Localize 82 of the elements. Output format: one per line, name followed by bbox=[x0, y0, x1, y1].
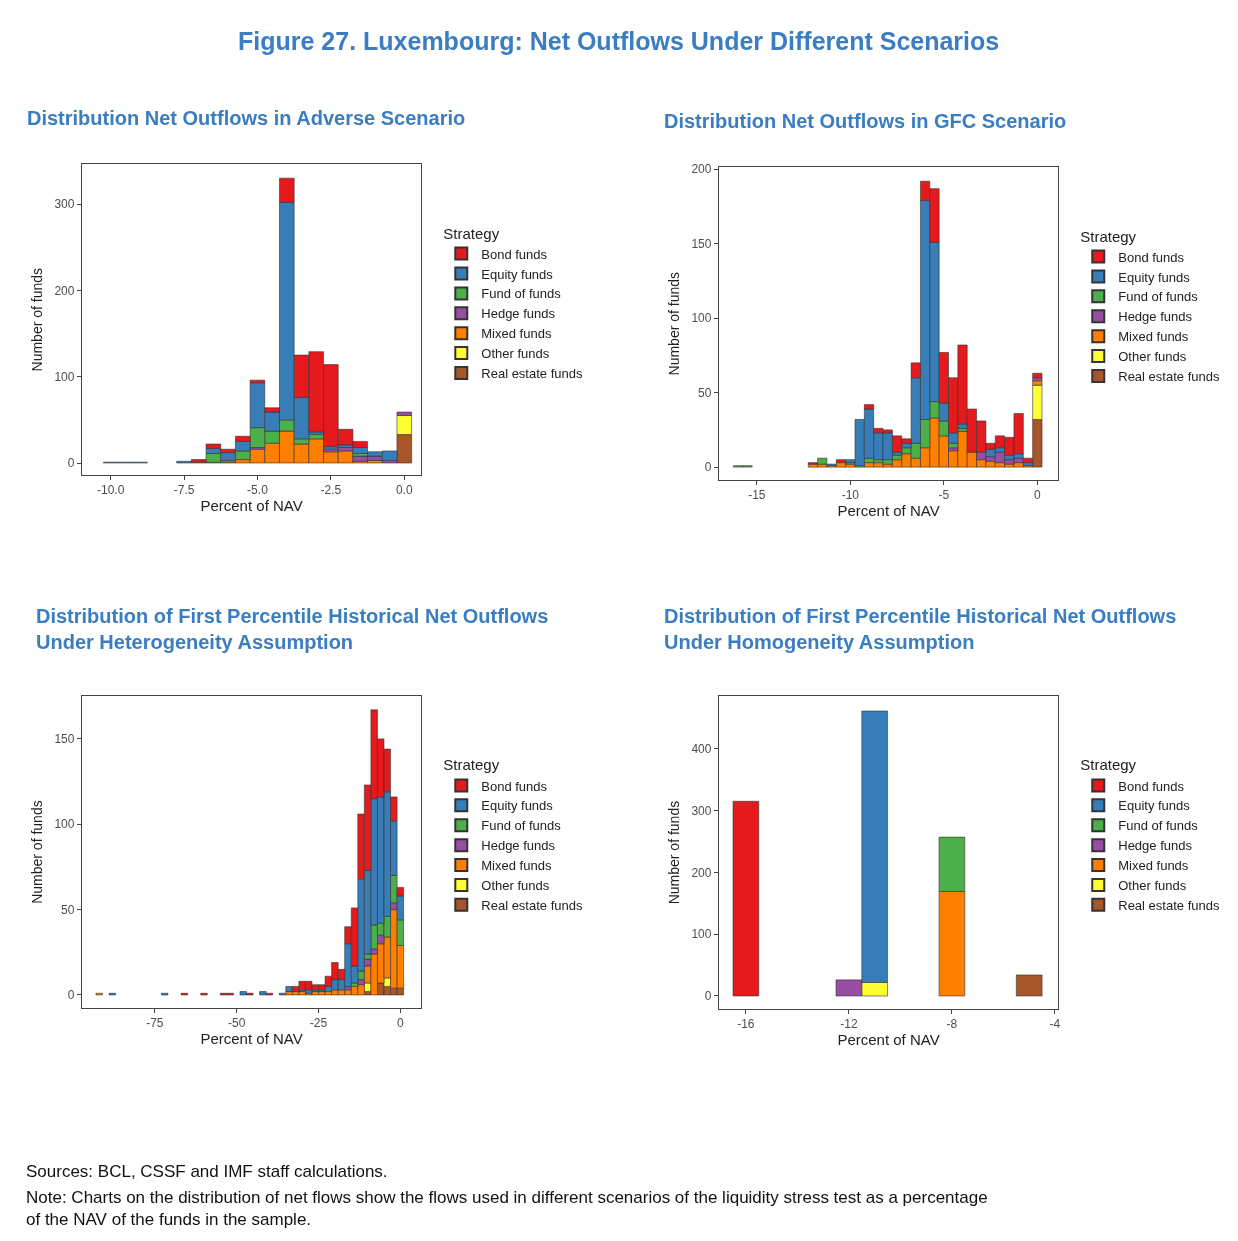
legend-label: Mixed funds bbox=[481, 326, 552, 342]
legend-label: Equity funds bbox=[481, 266, 554, 282]
legend-label: Hedge funds bbox=[1118, 838, 1193, 854]
y-tick-label: 200 bbox=[691, 162, 712, 177]
x-tick-label: -50 bbox=[228, 1016, 246, 1031]
y-axis-title: Number of funds bbox=[666, 800, 683, 905]
legend-label: Mixed funds bbox=[1118, 858, 1189, 874]
x-tick-label: -12 bbox=[840, 1017, 858, 1032]
chart-title: Distribution of First Percentile Historical Net Outflows Under Homogeneity Assumption bbox=[664, 605, 1177, 653]
y-tick-label: 400 bbox=[691, 741, 712, 756]
x-axis-title: Percent of NAV bbox=[200, 1030, 303, 1048]
y-axis-title: Number of funds bbox=[666, 271, 683, 376]
legend-label: Bond funds bbox=[481, 246, 548, 262]
y-tick-label: 50 bbox=[698, 385, 712, 400]
legend-label: Equity funds bbox=[1118, 798, 1191, 814]
source-note: Sources: BCL, CSSF and IMF staff calculations. bbox=[26, 1162, 388, 1181]
x-tick-label: -8 bbox=[946, 1017, 958, 1032]
legend-label: Other funds bbox=[481, 346, 550, 362]
x-axis-title: Percent of NAV bbox=[200, 497, 303, 515]
x-tick-label: -75 bbox=[146, 1016, 164, 1031]
legend-label: Equity funds bbox=[1118, 269, 1191, 285]
x-tick-label: -25 bbox=[309, 1016, 328, 1031]
y-tick-label: 50 bbox=[61, 902, 75, 917]
y-tick-label: 150 bbox=[54, 732, 75, 747]
legend-label: Fund of funds bbox=[481, 818, 562, 834]
y-tick-label: 100 bbox=[54, 817, 75, 832]
legend-label: Equity funds bbox=[481, 798, 554, 814]
y-tick-label: 0 bbox=[67, 988, 75, 1003]
legend-label: Fund of funds bbox=[1118, 289, 1199, 305]
x-tick-label: -7.5 bbox=[173, 483, 195, 498]
x-tick-label: -10.0 bbox=[96, 483, 125, 498]
chart-title: Distribution of First Percentile Historical Net Outflows Under Heterogeneity Assumption bbox=[36, 605, 549, 653]
x-axis-title: Percent of NAV bbox=[837, 502, 940, 520]
legend-title: Strategy bbox=[1080, 227, 1137, 245]
x-tick-label: -16 bbox=[737, 1017, 755, 1032]
legend-label: Mixed funds bbox=[481, 858, 552, 874]
legend-label: Mixed funds bbox=[1118, 329, 1189, 345]
legend-label: Bond funds bbox=[1118, 778, 1185, 794]
x-tick-label: 0.0 bbox=[395, 483, 413, 498]
legend-label: Real estate funds bbox=[481, 366, 583, 382]
y-tick-label: 100 bbox=[54, 369, 75, 384]
text: Note: Charts on the distribution of net flows show the flows used in different scenarios of the liquidity stress test as a percentage of the NAV of the funds in the sample. bbox=[26, 1188, 988, 1230]
y-tick-label: 0 bbox=[704, 460, 712, 475]
legend-label: Real estate funds bbox=[1118, 897, 1220, 913]
y-tick-label: 0 bbox=[67, 456, 75, 471]
x-tick-label: -2.5 bbox=[320, 483, 342, 498]
chart-title: Distribution Net Outflows in Adverse Scenario bbox=[27, 107, 466, 129]
legend-label: Other funds bbox=[481, 878, 550, 893]
y-axis-title: Number of funds bbox=[29, 267, 46, 372]
y-tick-label: 100 bbox=[691, 311, 712, 326]
x-tick-label: -10 bbox=[841, 488, 860, 503]
legend-label: Hedge funds bbox=[481, 306, 556, 322]
legend-label: Hedge funds bbox=[481, 838, 556, 854]
legend-title: Strategy bbox=[443, 224, 500, 242]
caption: Figure 27. Luxembourg: Net Outflows Under Different Scenarios bbox=[238, 27, 1000, 55]
legend-label: Bond funds bbox=[481, 778, 548, 794]
x-tick-label: 0 bbox=[1033, 488, 1041, 503]
legend-label: Fund of funds bbox=[1118, 818, 1199, 834]
legend-label: Other funds bbox=[1118, 349, 1187, 365]
legend-label: Other funds bbox=[1118, 878, 1187, 893]
y-tick-label: 300 bbox=[54, 197, 75, 212]
x-tick-label: -5.0 bbox=[247, 483, 269, 498]
chart-title: Distribution Net Outflows in GFC Scenario bbox=[664, 110, 1067, 132]
legend-label: Fund of funds bbox=[481, 286, 562, 302]
y-tick-label: 200 bbox=[54, 283, 75, 298]
y-tick-label: 200 bbox=[691, 865, 712, 880]
legend-title: Strategy bbox=[1080, 756, 1137, 774]
y-tick-label: 0 bbox=[704, 989, 712, 1004]
y-tick-label: 300 bbox=[691, 803, 712, 818]
x-tick-label: -15 bbox=[748, 488, 766, 503]
legend-title: Strategy bbox=[443, 756, 500, 774]
x-tick-label: 0 bbox=[397, 1016, 405, 1031]
y-tick-label: 150 bbox=[691, 236, 712, 251]
legend-label: Real estate funds bbox=[481, 897, 583, 913]
y-tick-label: 100 bbox=[691, 927, 712, 942]
y-axis-title: Number of funds bbox=[29, 800, 46, 904]
legend-label: Real estate funds bbox=[1118, 369, 1220, 385]
legend-label: Bond funds bbox=[1118, 249, 1185, 265]
legend-label: Hedge funds bbox=[1118, 309, 1193, 325]
x-tick-label: -4 bbox=[1049, 1017, 1061, 1032]
x-tick-label: -5 bbox=[938, 488, 950, 503]
x-axis-title: Percent of NAV bbox=[837, 1031, 940, 1049]
